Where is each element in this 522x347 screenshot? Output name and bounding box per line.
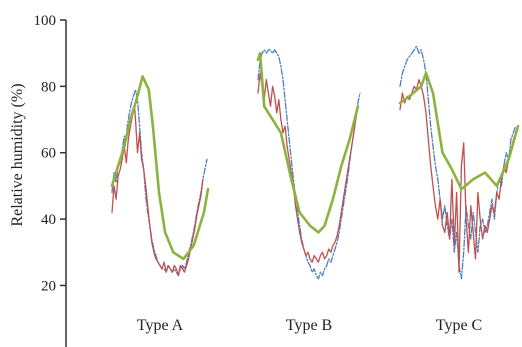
panel-type-b	[256, 49, 361, 280]
category-label: Type C	[436, 317, 482, 334]
y-axis-title: Relative humidity (%)	[9, 83, 26, 226]
series-line-green	[110, 75, 210, 261]
series-line-blue	[257, 49, 361, 280]
y-tick-label: 100	[34, 13, 57, 29]
y-tick-label: 20	[41, 278, 56, 294]
panel-type-a	[110, 75, 210, 277]
y-axis: 20 40 60 80 100	[34, 13, 67, 347]
series-line-green	[256, 51, 360, 234]
category-labels: Type A Type B Type C	[137, 317, 482, 334]
y-tick-label: 80	[41, 79, 56, 95]
plot-area	[110, 45, 520, 280]
panel-type-c	[398, 45, 520, 280]
series-line-red	[257, 72, 359, 263]
series-line-red	[399, 79, 517, 273]
y-ticks: 20 40 60 80 100	[34, 13, 66, 294]
series-line-green	[398, 71, 520, 191]
category-label: Type A	[137, 317, 184, 334]
series-line-red	[111, 105, 204, 277]
y-tick-label: 40	[41, 212, 56, 228]
y-tick-label: 60	[41, 146, 56, 162]
category-label: Type B	[286, 317, 332, 334]
